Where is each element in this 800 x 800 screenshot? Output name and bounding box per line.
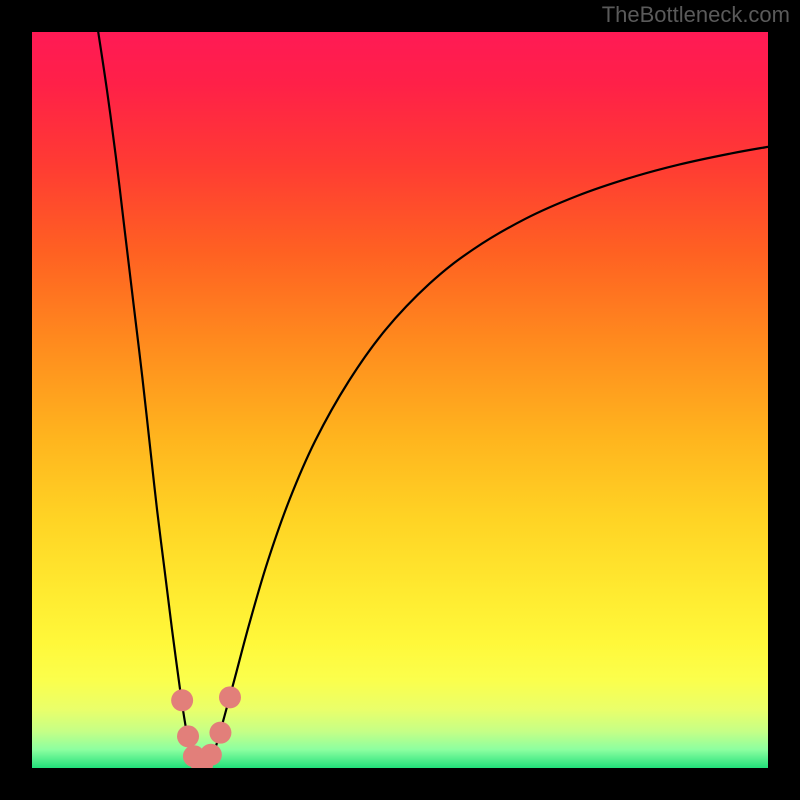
- data-marker: [219, 686, 241, 708]
- chart-container: TheBottleneck.com: [0, 0, 800, 800]
- data-marker: [177, 725, 199, 747]
- plot-svg: [32, 32, 768, 768]
- data-marker: [209, 722, 231, 744]
- gradient-background: [32, 32, 768, 768]
- watermark-text: TheBottleneck.com: [602, 2, 790, 28]
- plot-area: [32, 32, 768, 768]
- data-marker: [200, 744, 222, 766]
- data-marker: [171, 689, 193, 711]
